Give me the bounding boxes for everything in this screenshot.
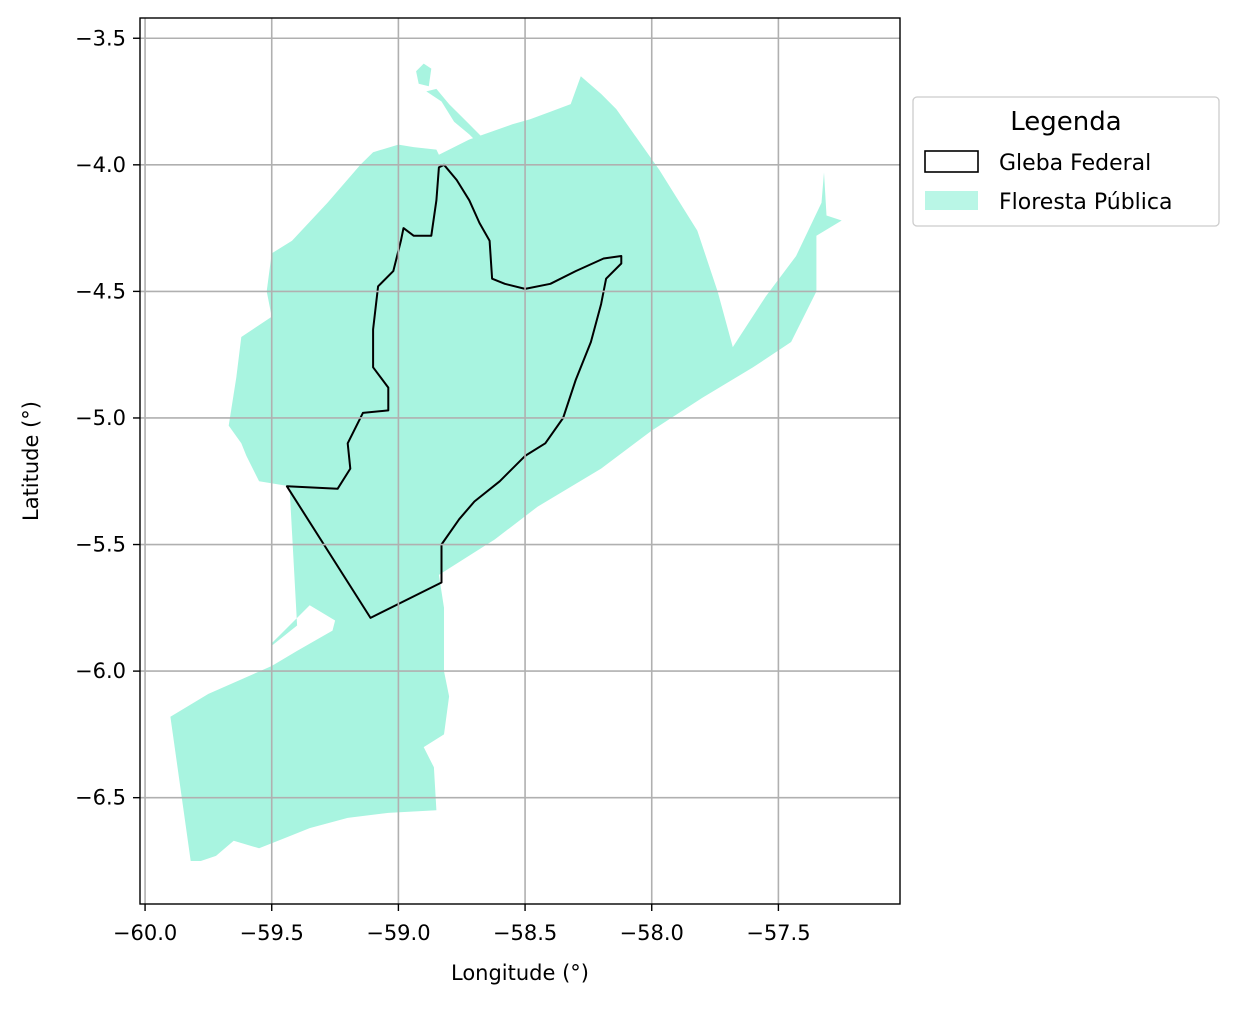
tick-label-y-0: −3.5	[75, 26, 126, 50]
tick-label-y-4: −5.5	[75, 533, 126, 557]
legend-swatch-floresta-publica	[925, 191, 978, 210]
legend-swatch-gleba-federal	[924, 150, 979, 173]
tick-label-x-4: −58.0	[620, 921, 684, 945]
gridlines-overlay	[140, 18, 900, 904]
polygon-gleba-federal-0	[285, 163, 623, 619]
polygon-floresta-publica-0	[170, 76, 842, 861]
tick-label-y-6: −6.5	[75, 786, 126, 810]
polygon-floresta-publica-2	[416, 63, 432, 87]
legend-frame	[912, 96, 1220, 227]
y-axis-label: Latitude (°)	[19, 401, 43, 521]
legend-title: Legenda	[1010, 107, 1121, 137]
tick-label-y-3: −5.0	[75, 406, 126, 430]
legend-label-floresta-publica: Floresta Pública	[999, 190, 1172, 215]
legend: Legenda Gleba Federal Floresta Pública	[912, 96, 1220, 227]
tick-label-x-3: −58.5	[493, 921, 557, 945]
plot-frame	[139, 17, 901, 905]
tick-label-x-5: −57.5	[746, 921, 810, 945]
polygon-floresta-publica-1	[426, 88, 490, 148]
tick-label-x-1: −59.5	[240, 921, 304, 945]
tick-label-x-0: −60.0	[113, 921, 177, 945]
axis-ticks: −60.0 −59.5 −59.0 −58.5 −58.0 −57.5 −3.5 −4.0 −4…	[75, 26, 811, 945]
tick-label-y-2: −4.5	[75, 279, 126, 303]
legend-label-gleba-federal: Gleba Federal	[999, 151, 1151, 176]
tick-label-x-2: −59.0	[366, 921, 430, 945]
x-axis-label: Longitude (°)	[451, 961, 589, 985]
tick-label-y-1: −4.0	[75, 153, 126, 177]
map-layers	[170, 63, 842, 861]
tick-label-y-5: −6.0	[75, 659, 126, 683]
